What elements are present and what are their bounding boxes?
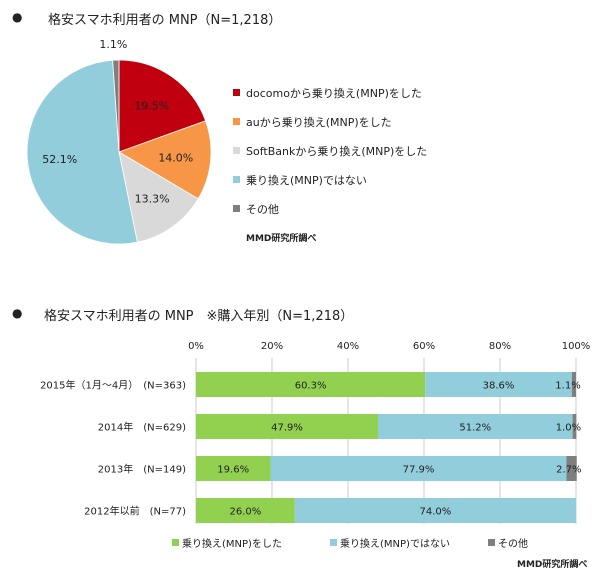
pie-legend-label: 乗り換え(MNP)ではない xyxy=(246,174,367,187)
pie-data-label: 52.1% xyxy=(42,153,77,166)
pie-data-label: 19.5% xyxy=(134,99,169,112)
bar-legend-label: 乗り換え(MNP)ではない xyxy=(340,538,450,550)
bar-data-label: 1.1% xyxy=(555,381,580,392)
bar-segment xyxy=(566,456,577,481)
bar-segment xyxy=(270,456,567,481)
category-label: 2015年（1月～4月） (N=363) xyxy=(40,379,186,392)
bar-credit: MMD研究所調べ xyxy=(517,560,588,570)
x-tick-label: 100% xyxy=(562,341,591,352)
pie-data-label: 13.3% xyxy=(135,193,170,206)
bar-legend-label: その他 xyxy=(498,537,528,550)
bar-legend-swatch xyxy=(172,539,179,546)
x-tick-label: 80% xyxy=(489,341,511,352)
pie-legend-swatch xyxy=(233,205,240,212)
pie-legend-label: その他 xyxy=(246,203,279,216)
bar-data-label: 47.9% xyxy=(271,423,303,434)
bar-segment xyxy=(294,498,576,523)
pie-slice xyxy=(26,59,138,245)
bar-legend-swatch xyxy=(330,539,337,546)
bar-chart-title: 格安スマホ利用者の MNP ※購入年別（N=1,218） xyxy=(44,309,354,324)
bar-data-label: 74.0% xyxy=(420,507,452,518)
bar-data-label: 1.0% xyxy=(556,423,581,434)
bar-data-label: 60.3% xyxy=(295,381,327,392)
pie-slice xyxy=(118,59,207,153)
x-tick-label: 40% xyxy=(337,341,359,352)
pie-legend-label: auから乗り換え(MNP)をした xyxy=(246,116,392,129)
bar-segment xyxy=(196,456,271,481)
x-tick-label: 0% xyxy=(188,341,204,352)
pie-chart-title: 格安スマホ利用者の MNP（N=1,218） xyxy=(48,13,282,28)
bar-legend-swatch xyxy=(488,539,495,546)
bar-segment xyxy=(196,414,379,439)
pie-legend-swatch xyxy=(233,89,240,96)
bar-data-label: 38.6% xyxy=(483,381,515,392)
pie-slice xyxy=(112,59,120,153)
pie-legend-label: SoftBankから乗り換え(MNP)をした xyxy=(246,145,427,158)
pie-credit: MMD研究所調べ xyxy=(246,234,317,244)
bar-data-label: 26.0% xyxy=(230,507,262,518)
x-tick-label: 20% xyxy=(261,341,283,352)
pie-legend-label: docomoから乗り換え(MNP)をした xyxy=(246,87,422,100)
bar-data-label: 77.9% xyxy=(403,465,435,476)
pie-slice xyxy=(118,120,212,200)
pie-data-label: 14.0% xyxy=(158,151,193,164)
category-label: 2014年 (N=629) xyxy=(98,421,186,434)
pie-legend-swatch xyxy=(233,147,240,154)
bar-segment xyxy=(196,498,295,523)
category-label: 2013年 (N=149) xyxy=(98,463,186,476)
x-tick-label: 60% xyxy=(413,341,435,352)
bar-legend-label: 乗り換え(MNP)をした xyxy=(182,538,282,550)
bullet-icon: ● xyxy=(12,10,23,24)
bar-segment xyxy=(425,372,572,397)
category-label: 2012年以前 (N=77) xyxy=(84,505,186,518)
pie-chart: 19.5% 14.0% 13.3% 52.1% 1.1% docomoから乗り換え(MNP… xyxy=(26,38,427,245)
bar-segment xyxy=(378,414,573,439)
pie-slice xyxy=(118,151,199,243)
bar-segment xyxy=(196,372,426,397)
bar-segment xyxy=(572,414,577,439)
bar-data-label: 19.6% xyxy=(217,465,249,476)
bar-data-label: 51.2% xyxy=(459,423,491,434)
bullet-icon: ● xyxy=(12,306,23,320)
bar-data-label: 2.7% xyxy=(556,465,581,476)
pie-data-label: 1.1% xyxy=(99,38,127,51)
pie-legend-swatch xyxy=(233,176,240,183)
bar-segment xyxy=(571,372,576,397)
pie-legend-swatch xyxy=(233,118,240,125)
